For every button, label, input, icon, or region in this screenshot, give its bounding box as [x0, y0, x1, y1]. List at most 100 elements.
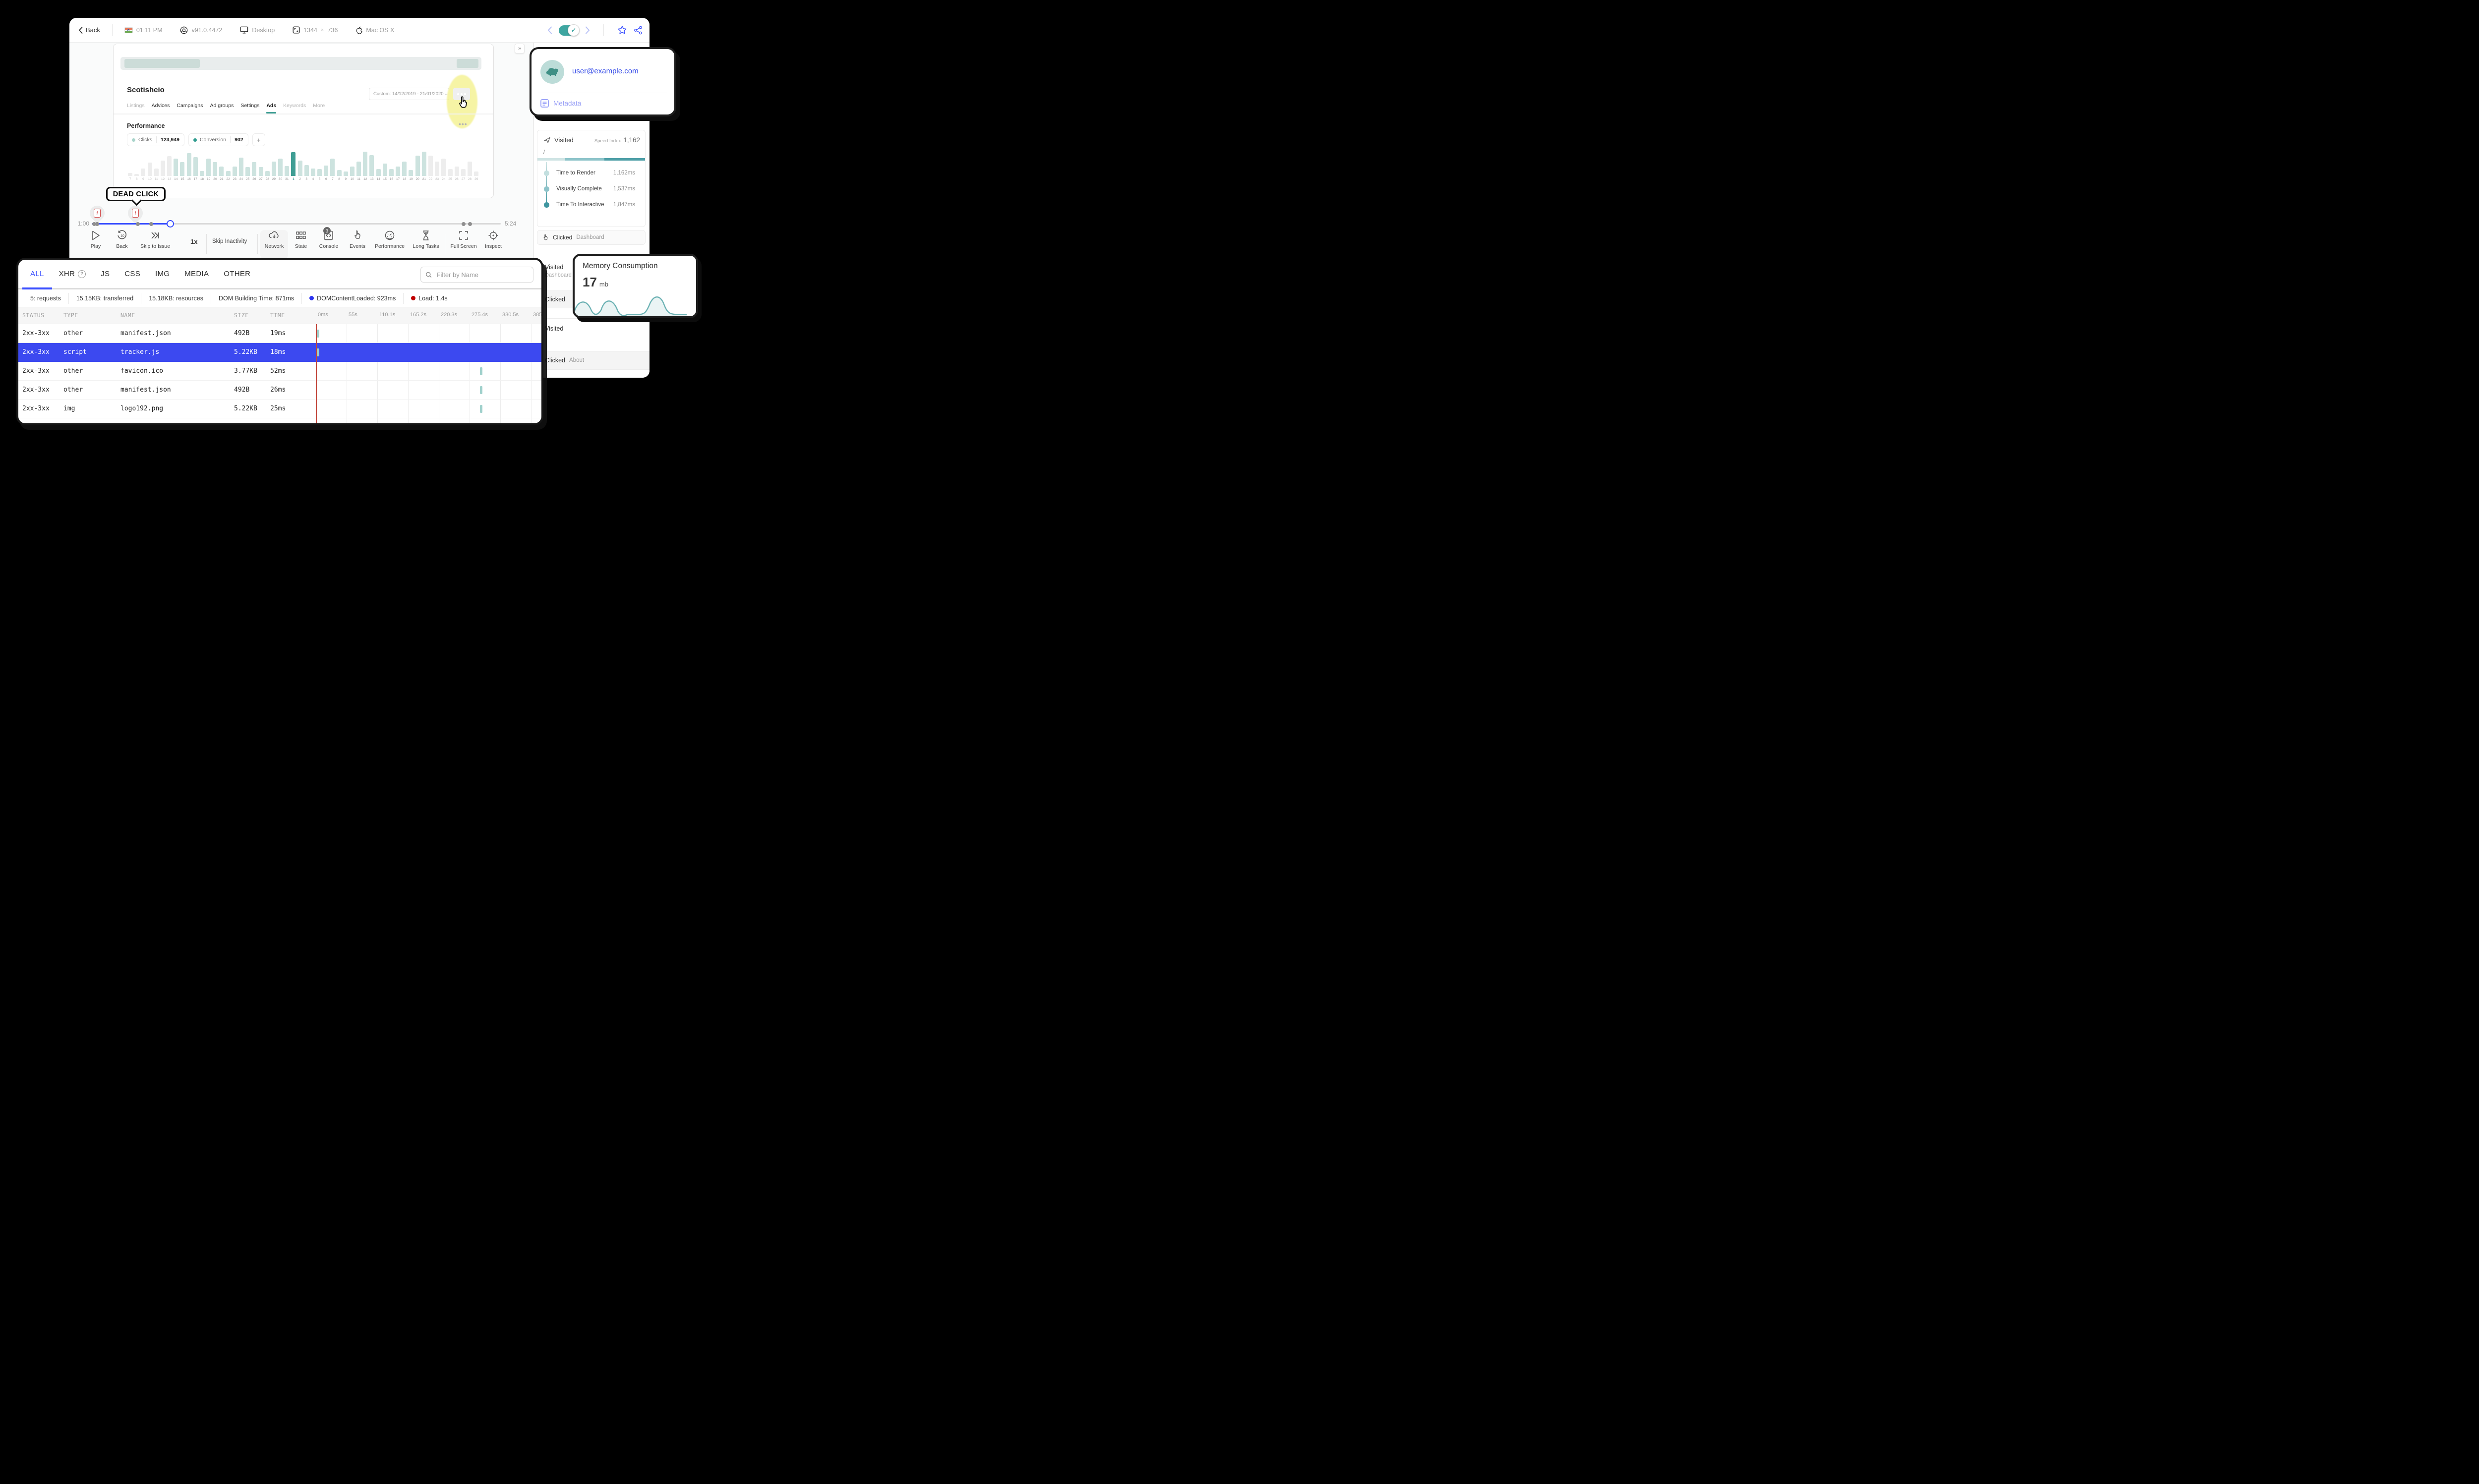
- network-tab-all[interactable]: ALL: [22, 260, 52, 289]
- chart-bar: 8: [336, 150, 343, 181]
- chart-bar-rect: [219, 166, 224, 176]
- chart-bar: 29: [473, 150, 479, 181]
- chart-bar-rect: [324, 165, 329, 176]
- site-tab-more[interactable]: More: [313, 103, 325, 109]
- network-tab-js[interactable]: JS: [101, 260, 110, 288]
- back-10s-button[interactable]: 10 Back: [106, 230, 138, 249]
- network-stat-text: 15.15KB: transferred: [76, 294, 134, 302]
- site-tab-ad-groups[interactable]: Ad groups: [210, 103, 234, 109]
- site-tab-settings[interactable]: Settings: [240, 103, 260, 109]
- network-row[interactable]: 2xx-3xx other manifest.json 492B 26ms: [18, 381, 541, 400]
- cell-status: 2xx-3xx: [22, 367, 50, 375]
- network-tab-img[interactable]: IMG: [155, 260, 170, 288]
- event-type: Clicked: [545, 357, 565, 364]
- clicks-dot-icon: [132, 138, 135, 142]
- collapse-panel-button[interactable]: »: [515, 44, 525, 54]
- column-header-type[interactable]: TYPE: [63, 312, 78, 319]
- column-header-size[interactable]: SIZE: [234, 312, 249, 319]
- site-tab-ads[interactable]: Ads: [266, 103, 276, 114]
- column-header-name[interactable]: NAME: [120, 312, 135, 319]
- network-tab-media[interactable]: MEDIA: [184, 260, 209, 288]
- topbar-right: ✓: [547, 18, 643, 43]
- chart-bar-rect: [199, 171, 204, 176]
- metric-value: 1,162ms: [613, 170, 635, 176]
- clicked-target: Dashboard: [576, 234, 604, 240]
- chart-bar-rect: [415, 155, 420, 176]
- add-metric-button[interactable]: +: [252, 133, 265, 146]
- chart-bar-label: 11: [154, 177, 158, 181]
- chart-bar-rect: [356, 161, 361, 176]
- network-tab-xhr[interactable]: XHR?: [59, 260, 86, 288]
- column-header-status[interactable]: STATUS: [22, 312, 45, 319]
- network-tab-other[interactable]: OTHER: [224, 260, 250, 288]
- metadata-button[interactable]: Metadata: [540, 99, 581, 108]
- timeline-track[interactable]: [92, 220, 501, 228]
- operating-system-label: Mac OS X: [366, 26, 395, 34]
- play-button[interactable]: Play: [80, 230, 112, 249]
- date-range-picker[interactable]: Custom: 14/12/2019 - 21/01/2020 ⌄: [369, 88, 449, 100]
- network-row[interactable]: 2xx-3xx other favicon.ico 3.77KB 52ms: [18, 362, 541, 381]
- share-button[interactable]: [634, 26, 643, 35]
- network-row[interactable]: 2xx-3xx other manifest.json 492B 19ms: [18, 324, 541, 343]
- chart-bar-rect: [454, 166, 459, 176]
- user-email[interactable]: user@example.com: [572, 67, 639, 75]
- next-session-button[interactable]: [585, 26, 590, 34]
- chart-bar: 16: [388, 150, 395, 181]
- speed-index-value: 1,162: [623, 136, 640, 144]
- tool-network-button[interactable]: Network: [258, 230, 290, 249]
- bookmark-star-button[interactable]: [617, 25, 627, 35]
- metric-label: Visually Complete: [556, 186, 602, 192]
- back-button[interactable]: Back: [78, 26, 100, 34]
- filter-field[interactable]: [420, 267, 533, 283]
- playback-speed-button[interactable]: 1x: [190, 238, 198, 245]
- chart-bar: 7: [329, 150, 336, 181]
- timeline-playhead[interactable]: [166, 220, 174, 228]
- chart-bar: 15: [382, 150, 388, 181]
- chart-bar-rect: [435, 161, 440, 176]
- chart-bar-label: 24: [239, 177, 243, 181]
- filter-input[interactable]: [435, 270, 529, 279]
- event-row-clickedabout[interactable]: Clicked About: [534, 351, 649, 370]
- visited-event-card[interactable]: Visited Speed Index 1,162 / Time to Rend…: [537, 130, 646, 227]
- chart-bar-rect: [147, 162, 152, 176]
- network-row[interactable]: 2xx-3xx script tracker.js 5.22KB 18ms: [18, 343, 541, 362]
- chart-bar-label: 5: [318, 177, 321, 181]
- cell-time: 19ms: [270, 330, 286, 337]
- event-row-visited[interactable]: Visited: [534, 318, 649, 338]
- memory-unit: mb: [599, 281, 608, 288]
- site-tab-campaigns[interactable]: Campaigns: [177, 103, 203, 109]
- network-stat: 15.18KB: resources: [141, 292, 211, 304]
- site-tab-advices[interactable]: Advices: [151, 103, 170, 109]
- apple-icon: [356, 26, 363, 34]
- metric-label: Time to Render: [556, 170, 595, 176]
- metric-chip-clicks[interactable]: Clicks 123,949: [127, 133, 184, 146]
- tool-performance-button[interactable]: Performance: [374, 230, 406, 249]
- site-tab-listings[interactable]: Listings: [127, 103, 145, 109]
- tool-state-button[interactable]: State: [285, 230, 317, 249]
- performance-chart: 7 8 9 10 11 12 13 14 15 16 17 18 19 20 21 22 23 24 25 26 27 2…: [127, 150, 479, 181]
- network-tab-css[interactable]: CSS: [124, 260, 140, 288]
- site-tab-keywords[interactable]: Keywords: [283, 103, 306, 109]
- visited-metric-row: Time to Render 1,162ms: [537, 168, 640, 178]
- clicked-dashboard-event[interactable]: Clicked Dashboard: [537, 230, 646, 245]
- autoplay-toggle[interactable]: ✓: [559, 24, 580, 36]
- prev-session-button[interactable]: [547, 26, 552, 34]
- resolution-separator: ×: [321, 27, 324, 33]
- status-dot-icon: [411, 296, 416, 300]
- tool-long-tasks-button[interactable]: Long Tasks: [410, 230, 442, 249]
- help-icon[interactable]: ?: [78, 270, 86, 278]
- section-more-icon[interactable]: •••: [459, 120, 468, 128]
- column-header-time[interactable]: TIME: [270, 312, 285, 319]
- network-row[interactable]: 2xx-3xx img logo192.png 5.22KB 25ms: [18, 400, 541, 418]
- tool-events-button[interactable]: Events: [342, 230, 373, 249]
- skip-inactivity-button[interactable]: Skip Inactivity: [212, 238, 247, 244]
- chart-bar-rect: [448, 169, 453, 176]
- metric-chip-conversion[interactable]: Conversion 902: [188, 133, 248, 146]
- full-screen-button[interactable]: Full Screen: [448, 230, 479, 249]
- tool-console-button[interactable]: 3 Console: [313, 227, 345, 249]
- skip-to-issue-button[interactable]: Skip to Issue: [139, 230, 171, 249]
- inspect-button[interactable]: Inspect: [477, 230, 509, 249]
- performance-section-title: Performance: [127, 122, 165, 129]
- chart-bar-rect: [421, 151, 426, 176]
- chevron-left-icon: [78, 26, 83, 34]
